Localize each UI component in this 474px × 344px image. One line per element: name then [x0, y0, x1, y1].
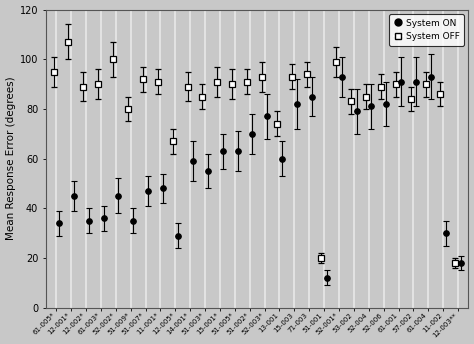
- Legend: System ON, System OFF: System ON, System OFF: [389, 14, 464, 46]
- Y-axis label: Mean Response Error (degrees): Mean Response Error (degrees): [6, 77, 16, 240]
